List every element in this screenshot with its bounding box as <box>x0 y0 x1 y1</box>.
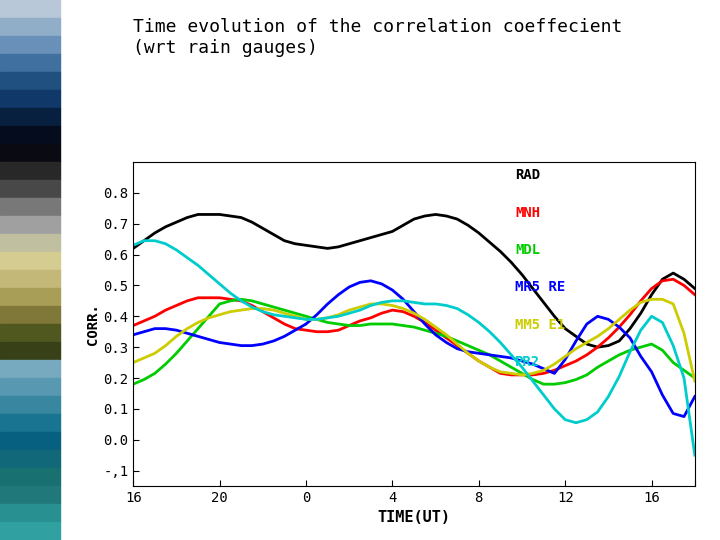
Text: MDL: MDL <box>515 243 540 257</box>
Bar <box>0 414 60 432</box>
Bar <box>0 72 60 90</box>
Bar <box>0 90 60 108</box>
Text: MR5 RE: MR5 RE <box>515 280 565 294</box>
X-axis label: TIME(UT): TIME(UT) <box>377 510 451 525</box>
Bar <box>0 306 60 324</box>
Bar <box>0 324 60 342</box>
Bar <box>0 342 60 360</box>
Bar <box>0 216 60 234</box>
Bar <box>0 180 60 198</box>
Bar <box>0 108 60 126</box>
Bar <box>0 432 60 450</box>
Text: PR2: PR2 <box>515 355 540 369</box>
Bar <box>0 0 60 18</box>
Bar <box>0 162 60 180</box>
Bar <box>0 144 60 162</box>
Bar <box>0 468 60 486</box>
Bar <box>0 54 60 72</box>
Text: Time evolution of the correlation coeffecient
(wrt rain gauges): Time evolution of the correlation coeffe… <box>133 18 623 57</box>
Bar <box>0 288 60 306</box>
Bar <box>0 522 60 540</box>
Bar <box>0 36 60 54</box>
Text: MM5 E1: MM5 E1 <box>515 318 565 332</box>
Text: RAD: RAD <box>515 168 540 183</box>
Bar <box>0 18 60 36</box>
Bar <box>0 378 60 396</box>
Bar <box>0 252 60 270</box>
Bar <box>0 234 60 252</box>
Bar <box>0 198 60 216</box>
Bar <box>0 396 60 414</box>
Bar <box>0 450 60 468</box>
Bar <box>0 486 60 504</box>
Bar <box>0 270 60 288</box>
Bar <box>0 360 60 378</box>
Bar <box>0 504 60 522</box>
Y-axis label: CORR.: CORR. <box>86 303 100 345</box>
Bar <box>0 126 60 144</box>
Text: MNH: MNH <box>515 206 540 220</box>
